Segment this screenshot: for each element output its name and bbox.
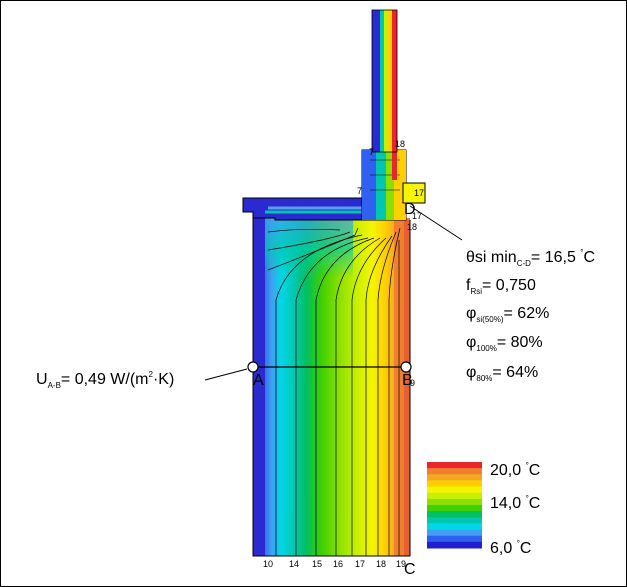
frame-inner-bead <box>402 182 426 204</box>
isotherm <box>295 237 369 556</box>
isotherm <box>267 231 351 251</box>
legend-top-label: 20,0 °C <box>490 461 540 479</box>
isotherm <box>365 235 393 556</box>
bottom-label: 19 <box>396 559 406 569</box>
isotherm <box>388 227 401 556</box>
legend-color-step <box>427 505 482 512</box>
bottom-label: 16 <box>333 559 343 569</box>
wall-outline <box>252 218 411 557</box>
bottom-label: 15 <box>312 559 322 569</box>
frame-isotherm-labels: 7 7 18 17 17 18 9 <box>357 139 424 388</box>
point-d-label: D <box>404 201 416 218</box>
isotherm <box>315 237 375 556</box>
wall-warm-edge-outer <box>404 220 410 556</box>
point-a-marker <box>247 361 259 373</box>
bottom-label: 17 <box>355 559 365 569</box>
wall-inner-edge <box>253 208 265 556</box>
section-line-a-b <box>204 361 412 381</box>
glazing-outline <box>371 9 398 153</box>
isotherm <box>377 231 397 556</box>
legend-color-step <box>427 535 482 543</box>
iso-label: 7 <box>369 147 374 157</box>
iso-label: 7 <box>357 186 362 196</box>
iso-label: 17 <box>412 211 422 221</box>
theta-leader-line <box>409 205 463 241</box>
u-leader-line <box>204 368 248 381</box>
glass-inner <box>388 10 392 152</box>
theta-si-min-text: θsi minC-D= 16,5 °C <box>466 248 595 268</box>
u-value-text: UA-B= 0,49 W/(m2·K) <box>36 370 174 390</box>
isotherm <box>267 227 359 271</box>
glass-cavity-2 <box>384 10 388 152</box>
isotherm-lines <box>267 227 401 556</box>
phi-80-text: φ80%= 64% <box>466 364 538 383</box>
results-block: θsi minC-D= 16,5 °C fRsi= 0,750 φsi(50%)… <box>466 248 595 383</box>
f-rsi-text: fRsi= 0,750 <box>466 277 536 296</box>
point-b-marker <box>400 361 412 373</box>
glass-cavity <box>380 10 384 152</box>
isotherm <box>351 237 387 556</box>
legend-color-step <box>427 517 482 524</box>
legend-color-step <box>427 498 482 506</box>
legend-color-step <box>427 480 482 488</box>
point-a-label: A <box>253 372 264 389</box>
legend-mid-label: 14,0 °C <box>490 494 540 512</box>
isotherm <box>267 228 341 233</box>
legend-color-step <box>427 468 482 475</box>
bottom-isotherm-labels: 10 14 15 16 17 18 19 <box>263 559 406 569</box>
bottom-label: 10 <box>263 559 273 569</box>
iso-label: 9 <box>410 378 415 388</box>
bottom-label: 18 <box>376 559 386 569</box>
legend-color-step <box>427 486 482 494</box>
legend-color-scale <box>427 462 482 549</box>
frame-cold-part <box>362 150 376 220</box>
wall-corner-cold-zone <box>253 218 353 278</box>
point-c-label: C <box>404 561 416 578</box>
iso-label: 17 <box>414 188 424 198</box>
legend-color-step <box>427 523 482 531</box>
iso-label: 18 <box>407 222 417 232</box>
isotherm <box>335 237 381 556</box>
glazing <box>371 9 398 180</box>
legend-color-step <box>427 474 482 481</box>
isotherm <box>275 234 363 556</box>
phi-100-text: φ100%= 80% <box>466 334 543 353</box>
glass-outer <box>372 10 380 152</box>
iso-label: 18 <box>395 139 405 149</box>
legend-bottom-label: 6,0 °C <box>490 539 531 557</box>
phi-50-text: φsi(50%)= 62% <box>466 305 549 324</box>
point-b-label: B <box>402 372 413 389</box>
point-labels: A B C D <box>253 201 416 578</box>
legend-color-step <box>427 492 482 500</box>
wall-section <box>253 208 410 556</box>
frame-mid-part-2 <box>386 150 394 220</box>
glass-warm-face <box>392 10 397 180</box>
bottom-label: 14 <box>289 559 299 569</box>
legend-color-step <box>427 511 482 518</box>
legend-color-step <box>427 529 482 537</box>
legend-color-step <box>427 462 482 469</box>
frame-mid-part <box>376 150 386 220</box>
legend-color-step <box>427 541 482 549</box>
temperature-legend: 20,0 °C 14,0 °C 6,0 °C <box>427 461 540 557</box>
